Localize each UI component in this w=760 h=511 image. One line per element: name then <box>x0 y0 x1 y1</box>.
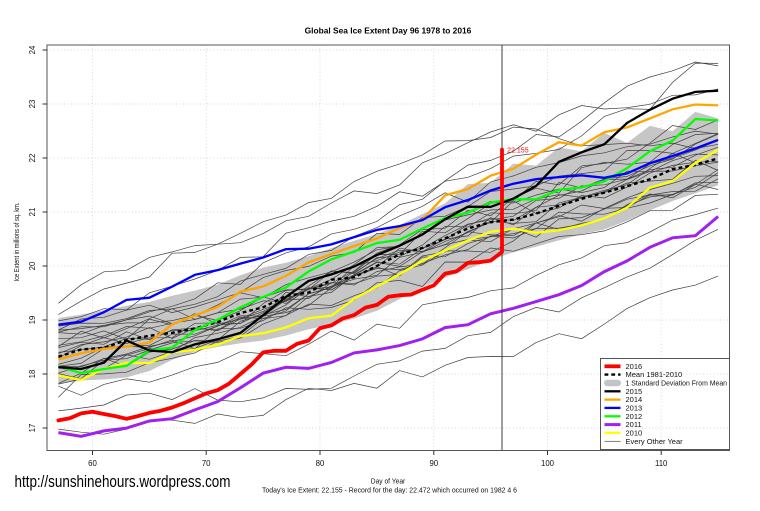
svg-text:Today's Ice Extent: 22.155 -: Today's Ice Extent: 22.155 - Record for … <box>262 486 517 495</box>
svg-text:23: 23 <box>28 100 37 109</box>
svg-text:2014: 2014 <box>626 395 643 404</box>
svg-text:Mean 1981-2010: Mean 1981-2010 <box>626 370 683 379</box>
svg-text:20: 20 <box>28 261 37 270</box>
svg-text:24: 24 <box>28 45 37 54</box>
svg-text:100: 100 <box>541 459 555 468</box>
svg-text:2010: 2010 <box>626 429 643 438</box>
svg-text:2013: 2013 <box>626 404 643 413</box>
svg-text:17: 17 <box>28 424 37 433</box>
svg-text:22.155: 22.155 <box>507 146 529 155</box>
svg-text:2011: 2011 <box>626 420 642 429</box>
svg-text:Global Sea Ice Extent Day 96 1: Global Sea Ice Extent Day 96 1978 to 201… <box>305 26 472 36</box>
svg-text:60: 60 <box>88 459 97 468</box>
svg-text:2012: 2012 <box>626 412 643 421</box>
svg-text:Every Other Year: Every Other Year <box>626 437 684 446</box>
svg-text:110: 110 <box>655 459 668 468</box>
svg-text:22: 22 <box>28 154 37 163</box>
svg-text:2015: 2015 <box>626 387 643 396</box>
svg-text:Ice Extent in millions of sq.: Ice Extent in millions of sq. km. <box>12 203 21 282</box>
svg-text:http://sunshinehours.wordpress: http://sunshinehours.wordpress.com <box>15 473 231 491</box>
svg-text:1 Standard Deviation From Mean: 1 Standard Deviation From Mean <box>626 379 728 388</box>
svg-text:90: 90 <box>429 459 438 468</box>
svg-text:2016: 2016 <box>626 362 643 371</box>
svg-text:Day of Year: Day of Year <box>371 477 406 486</box>
svg-text:21: 21 <box>28 208 37 217</box>
svg-text:70: 70 <box>202 459 211 468</box>
svg-text:18: 18 <box>28 370 37 379</box>
svg-text:80: 80 <box>316 459 325 468</box>
svg-text:19: 19 <box>28 316 37 325</box>
